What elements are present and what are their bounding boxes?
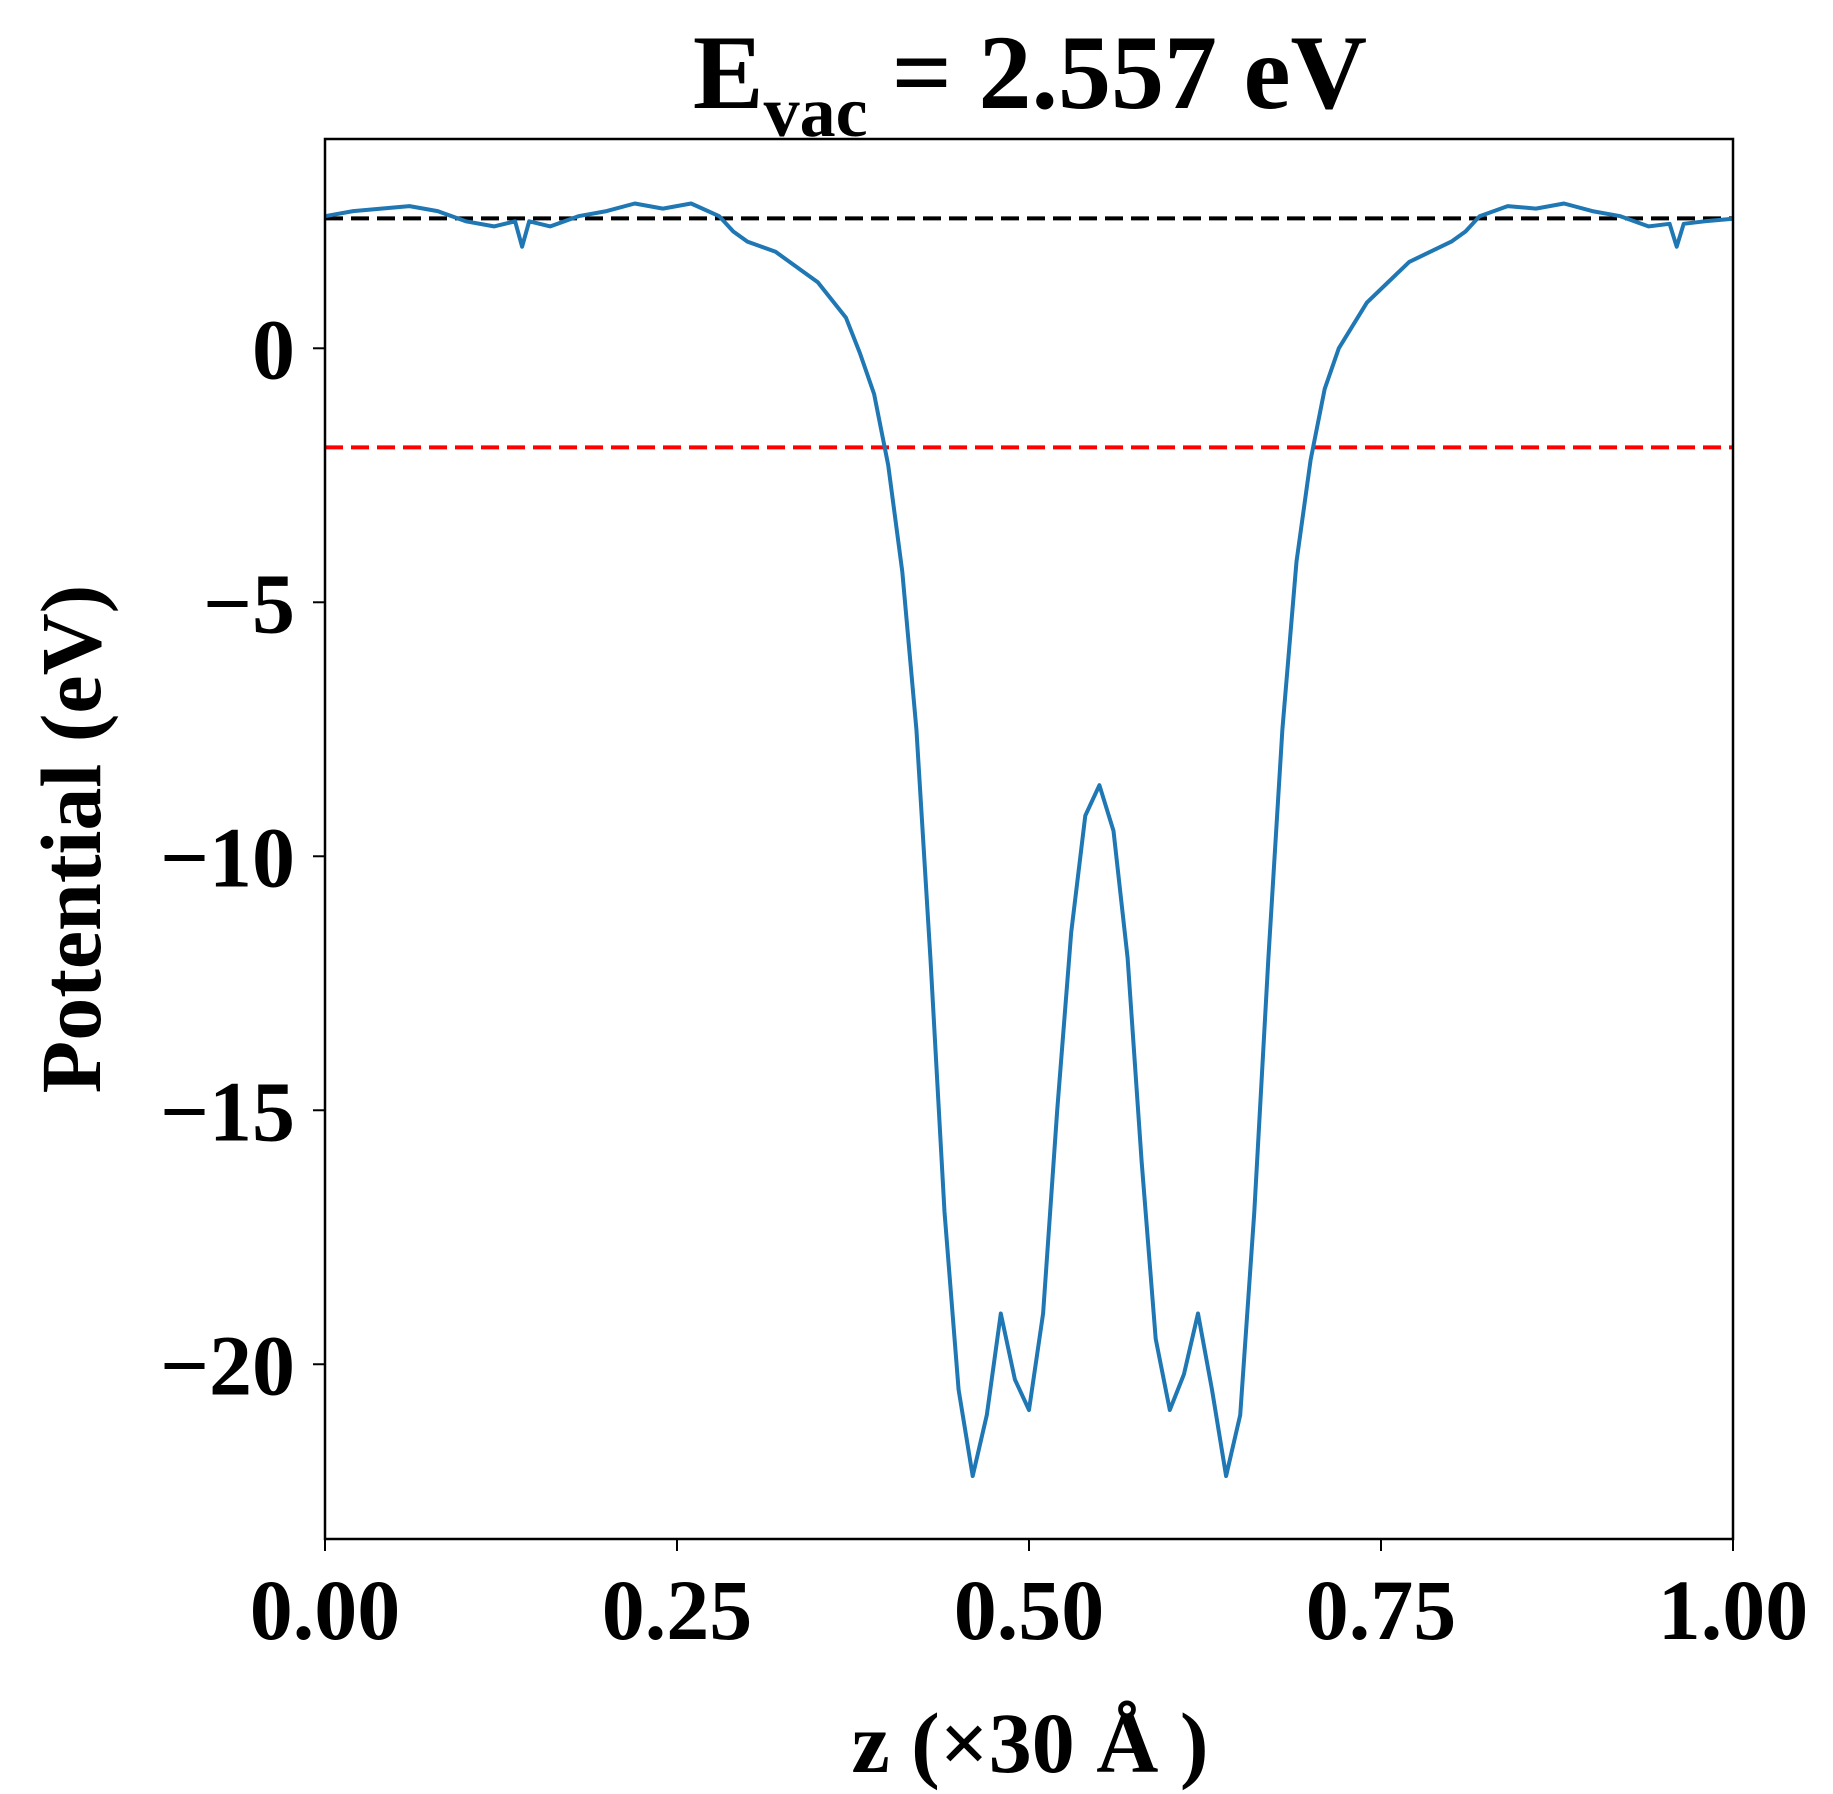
x-tick-label: 0.75 [1306, 1562, 1457, 1658]
title-rest: = 2.557 eV [892, 14, 1368, 131]
x-axis-label: z (×30 Å ) [851, 1695, 1208, 1791]
chart-title: Evac = 2.557 eV [693, 14, 1367, 152]
x-tick-label: 0.00 [250, 1562, 401, 1658]
y-axis-label: Potential (eV) [23, 585, 119, 1094]
x-tick-label: 1.00 [1658, 1562, 1809, 1658]
x-tick-label: 0.50 [954, 1562, 1105, 1658]
x-tick-label: 0.25 [602, 1562, 753, 1658]
data-line [324, 201, 1734, 1478]
y-tick-label: −15 [160, 1063, 295, 1159]
y-tick-label: −20 [160, 1317, 295, 1413]
plot-frame [323, 137, 1735, 1541]
title-main: E [693, 14, 764, 131]
y-tick-label: −10 [160, 809, 295, 905]
y-tick-label: −5 [203, 555, 295, 651]
y-tick-label: 0 [252, 301, 295, 397]
